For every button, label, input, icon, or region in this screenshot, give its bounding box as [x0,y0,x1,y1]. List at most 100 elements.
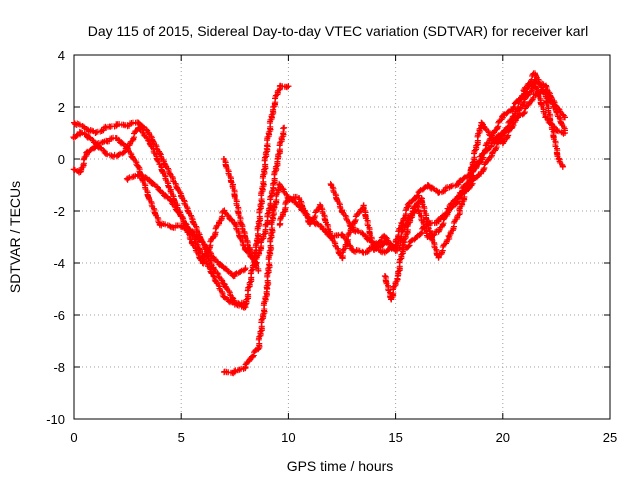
data-point [248,353,255,360]
data-point [263,286,270,292]
data-point [424,182,431,188]
data-point [435,254,442,261]
data-point [242,301,249,308]
x-tick-label: 10 [281,430,295,445]
data-point [135,163,142,170]
data-point [399,221,406,227]
series-line [384,82,566,302]
data-point [489,135,496,142]
data-point [276,182,283,188]
data-point [435,189,442,196]
data-point [229,182,236,188]
chart-title: Day 115 of 2015, Sidereal Day-to-day VTE… [88,23,589,39]
data-point [467,171,474,178]
data-point [285,195,292,201]
data-point [401,239,408,246]
data-point [146,130,153,136]
data-point [124,176,131,183]
data-point [381,249,388,256]
data-point [231,369,238,376]
series-line [330,90,566,251]
data-point [71,166,77,173]
data-point [381,234,388,240]
data-point [167,223,174,230]
data-point [489,140,496,147]
data-point [435,228,442,235]
data-point [456,179,463,186]
data-point [242,364,249,370]
data-point [113,153,120,160]
data-point [274,156,281,162]
data-point [231,299,238,305]
data-point [167,187,174,194]
data-point [83,132,90,139]
data-point [199,260,206,266]
data-point [521,88,528,95]
x-tick-label: 25 [603,430,617,445]
data-point [478,119,485,126]
data-point [156,187,163,194]
data-point [92,143,99,149]
data-point [124,122,131,129]
series-markers [327,87,568,252]
plot-frame [73,54,611,420]
data-point [328,234,335,240]
data-point [339,254,345,261]
data-point [255,345,262,352]
data-point [81,124,88,131]
data-point [221,265,228,272]
data-group [70,70,568,377]
data-point [553,127,560,134]
y-tick-label: 2 [58,100,65,115]
y-tick-label: -2 [53,204,65,219]
data-point [113,135,120,142]
data-point [146,195,153,201]
data-point [499,114,506,121]
data-point [199,239,206,246]
data-point [489,150,496,157]
series-markers [221,180,399,377]
data-point [103,150,110,157]
data-point [349,226,356,233]
data-point [188,239,195,246]
data-point [270,104,277,110]
data-point [167,171,174,178]
data-point [178,213,185,220]
data-point [306,221,313,227]
data-point [178,192,185,199]
x-tick-label: 5 [178,430,185,445]
data-point [188,228,195,235]
data-point [426,228,433,235]
series-track-j [381,80,568,303]
data-point [435,218,442,225]
data-point [561,130,568,136]
data-point [238,221,245,227]
data-point [124,145,131,152]
data-point [403,244,410,251]
data-point [561,114,568,121]
data-point [499,140,506,147]
data-point [270,182,277,188]
y-tick-label: 4 [58,48,65,63]
data-point [92,130,99,136]
data-point [360,249,367,256]
data-point [221,280,228,287]
data-point [210,265,217,272]
series-track-e [221,180,399,377]
data-point [446,208,453,214]
data-point [83,150,90,157]
data-point [542,114,549,121]
y-axis-title: SDTVAR / TECUs [7,181,23,293]
data-point [559,163,566,170]
data-point [339,208,345,214]
data-point [317,223,324,230]
data-point [103,124,110,131]
data-point [270,208,277,214]
data-point [276,221,283,227]
data-point [521,98,528,105]
data-point [296,195,303,201]
data-point [531,80,538,87]
data-point [156,150,163,157]
data-point [499,130,506,136]
